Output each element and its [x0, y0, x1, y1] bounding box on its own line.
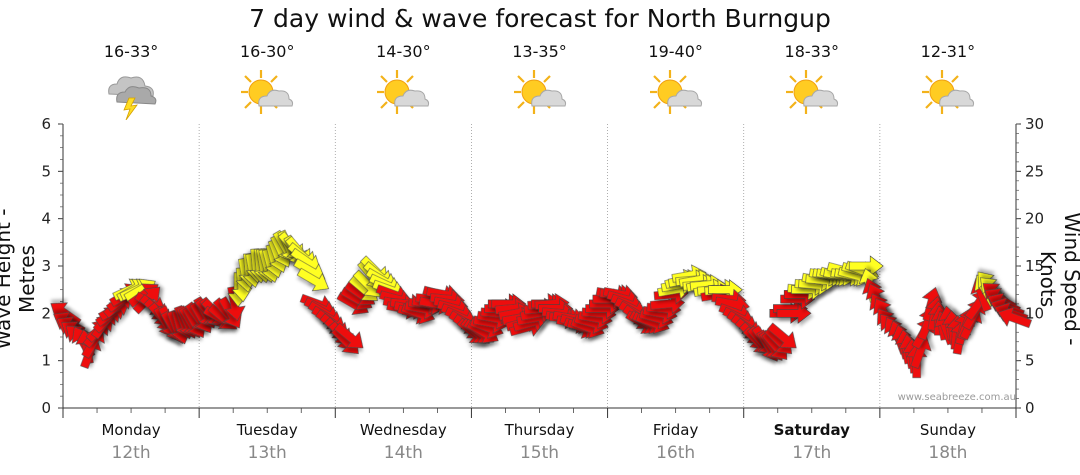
day-name-label: Thursday: [504, 421, 575, 439]
y-left-tick-label: 1: [41, 352, 51, 370]
y-right-tick-label: 30: [1025, 115, 1044, 133]
day-temperature: 14-30°: [376, 42, 431, 61]
y-right-tick-label: 0: [1025, 399, 1035, 417]
day-name-label: Sunday: [919, 421, 976, 439]
y-left-tick-label: 3: [41, 257, 51, 275]
wind-arrow-layer: [50, 229, 1032, 379]
sun-cloud-icon: [375, 66, 431, 120]
wind-arrow: [296, 267, 330, 292]
day-temperature: 12-31°: [920, 42, 976, 61]
y-right-tick-label: 15: [1025, 257, 1044, 275]
day-date-label: 14th: [383, 443, 423, 463]
day-temperature: 16-30°: [239, 42, 295, 61]
day-name-label: Tuesday: [236, 421, 298, 439]
y-axis-left-label: Wave Height - Metres: [0, 209, 39, 350]
storm-cloud-icon: [103, 66, 159, 121]
day-name-label: Monday: [101, 421, 161, 439]
watermark-credit: www.seabreeze.com.au: [897, 392, 1016, 403]
day-name-label: Saturday: [773, 421, 850, 439]
day-name-label: Wednesday: [359, 421, 447, 439]
day-name-label: Friday: [652, 421, 699, 439]
day-date-label: 18th: [928, 443, 968, 463]
y-right-tick-label: 25: [1025, 162, 1044, 180]
sun-cloud-icon: [239, 66, 295, 120]
y-left-tick-label: 5: [41, 162, 51, 180]
y-left-tick-label: 2: [41, 304, 51, 322]
day-date-label: 17th: [792, 443, 832, 463]
y-left-tick-label: 6: [41, 115, 51, 133]
y-right-tick-label: 20: [1025, 210, 1044, 228]
day-date-label: 15th: [519, 443, 560, 463]
day-temperature: 18-33°: [784, 42, 840, 61]
sun-cloud-icon: [648, 66, 704, 120]
sun-cloud-icon: [920, 66, 976, 120]
wind-arrow: [767, 322, 797, 349]
wind-arrow: [848, 255, 884, 277]
day-temperature: 16-33°: [103, 42, 159, 61]
wind-arrow: [333, 322, 364, 349]
sun-cloud-icon: [512, 66, 568, 120]
y-right-tick-label: 5: [1025, 352, 1035, 370]
day-date-label: 13th: [247, 443, 287, 463]
y-left-tick-label: 0: [41, 399, 51, 417]
day-date-label: 12th: [111, 443, 151, 463]
axis-layer: 0 1 2 3 4 5 6 0 5 10 15 20 25 30: [41, 115, 1044, 418]
y-right-tick-label: 10: [1025, 304, 1044, 322]
sun-cloud-icon: [784, 66, 840, 120]
day-temperature: 19-40°: [648, 42, 703, 61]
chart-title: 7 day wind & wave forecast for North Bur…: [249, 4, 831, 33]
day-date-label: 16th: [656, 443, 696, 463]
y-axis-right-label: Wind Speed - Knots: [1036, 212, 1080, 346]
y-left-tick-label: 4: [41, 210, 51, 228]
wind-arrow: [997, 306, 1032, 329]
day-temperature: 13-35°: [512, 42, 567, 61]
